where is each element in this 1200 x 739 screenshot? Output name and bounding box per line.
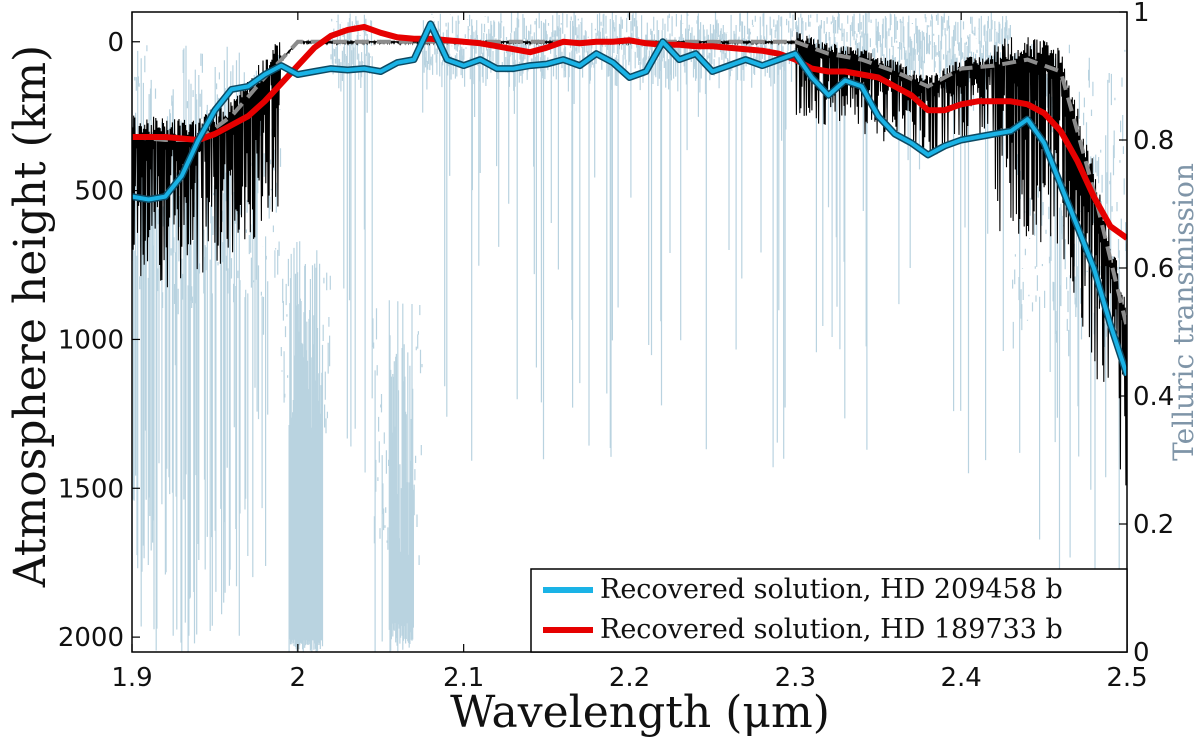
y2-tick-label: 0.4 <box>1133 382 1174 412</box>
legend-label-hd189733: Recovered solution, HD 189733 b <box>600 614 1063 645</box>
series-line-hd189733 <box>132 23 1127 241</box>
plot-area <box>132 12 1127 652</box>
y2-tick-label: 1 <box>1133 0 1150 28</box>
x-tick-label: 2.3 <box>775 663 816 693</box>
y-tick-label: 1500 <box>58 474 124 504</box>
y-tick-label: 1000 <box>58 325 124 355</box>
y-axis-left: 0 500 1000 1500 2000 <box>58 28 140 653</box>
x-tick-label: 2.1 <box>443 663 484 693</box>
y-axis-title: Atmosphere height (km) <box>5 45 56 588</box>
x-tick-label: 2 <box>290 663 307 693</box>
legend-label-hd209458: Recovered solution, HD 209458 b <box>600 574 1063 605</box>
legend-box <box>530 568 1128 653</box>
y2-tick-label: 0.2 <box>1133 510 1174 540</box>
y-axis-right: 0 0.2 0.4 0.6 0.8 1 <box>1119 0 1174 668</box>
x-tick-label: 1.9 <box>111 663 152 693</box>
series-line-hd209458 <box>132 21 1127 376</box>
x-axis-title: Wavelength (μm) <box>450 687 830 738</box>
x-axis: 1.9 2 2.1 2.2 2.3 2.4 2.5 <box>111 12 1148 693</box>
y2-tick-label: 0 <box>1133 638 1150 668</box>
y-tick-label: 2000 <box>58 623 124 653</box>
y-tick-label: 0 <box>107 28 124 58</box>
model-dashed-line <box>132 39 1127 328</box>
y2-tick-label: 0.6 <box>1133 254 1174 284</box>
y2-tick-label: 0.8 <box>1133 126 1174 156</box>
x-tick-label: 2.4 <box>940 663 981 693</box>
y2-axis-title: Telluric transmission <box>1167 163 1200 461</box>
x-tick-label: 2.5 <box>1106 663 1147 693</box>
x-tick-label: 2.2 <box>609 663 650 693</box>
legend: Recovered solution, HD 209458 b Recovere… <box>530 568 1128 653</box>
y-tick-label: 500 <box>74 177 124 207</box>
